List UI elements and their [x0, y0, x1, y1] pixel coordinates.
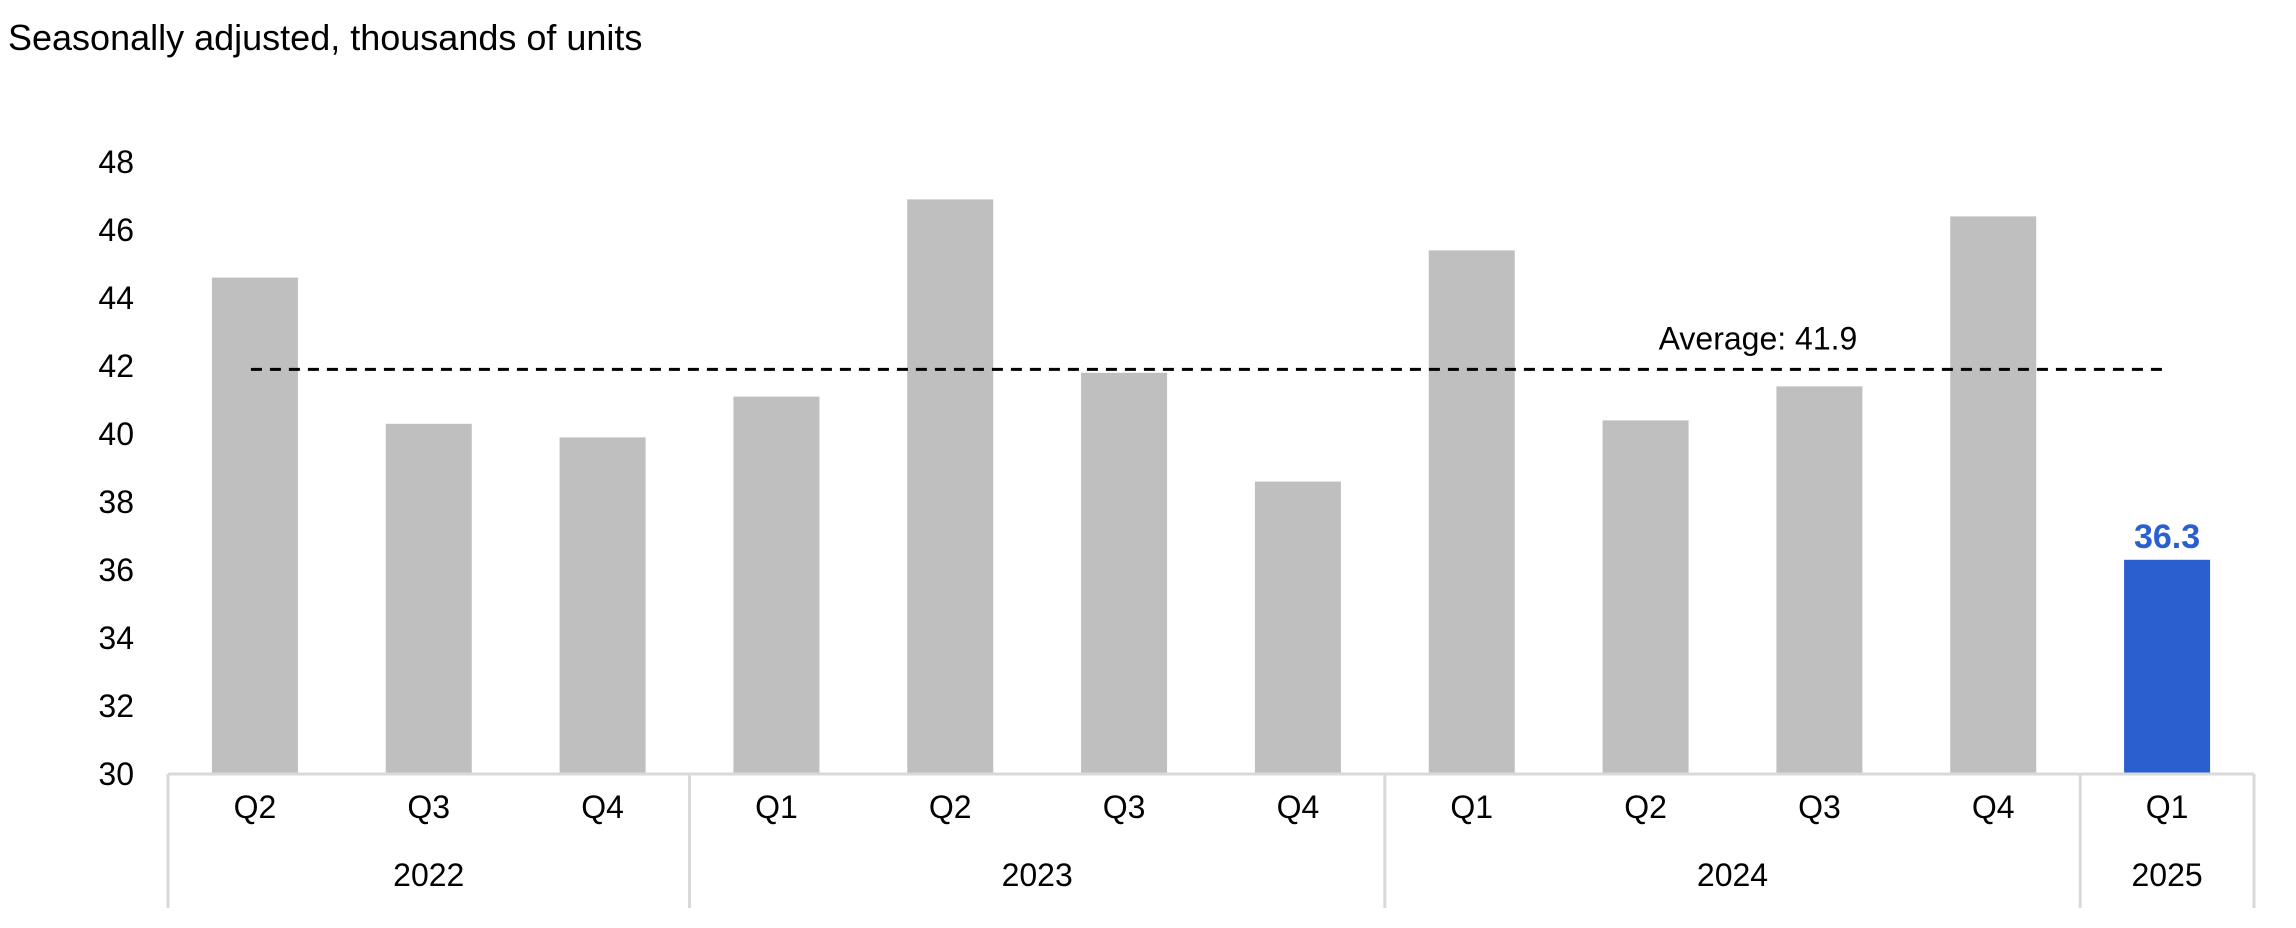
bar	[1254, 481, 1341, 774]
x-tick-label: Q2	[234, 789, 277, 825]
bar	[1602, 420, 1689, 774]
bar	[1950, 216, 2037, 774]
y-tick-label: 40	[98, 416, 134, 452]
average-reference: Average: 41.9	[250, 320, 2168, 371]
y-tick-label: 32	[98, 688, 134, 724]
bar	[1776, 386, 1863, 774]
bar	[1081, 372, 1168, 774]
x-tick-label: Q3	[407, 789, 450, 825]
y-tick-label: 46	[98, 212, 134, 248]
bar	[733, 396, 820, 774]
x-tick-label: Q1	[1450, 789, 1493, 825]
y-axis: 30 32 34 36 38 40 42 44 46 48	[98, 144, 134, 792]
chart-subtitle: Seasonally adjusted, thousands of units	[8, 17, 643, 58]
y-tick-label: 36	[98, 552, 134, 588]
bars: 36.3	[211, 199, 2211, 774]
y-tick-label: 30	[98, 756, 134, 792]
x-tick-label: Q2	[1624, 789, 1667, 825]
year-group-label: 2023	[1002, 857, 1073, 893]
bar	[1428, 250, 1515, 774]
x-tick-label: Q3	[1798, 789, 1841, 825]
average-label: Average: 41.9	[1659, 320, 1858, 356]
y-tick-label: 44	[98, 280, 134, 316]
x-tick-label: Q3	[1103, 789, 1146, 825]
highlight-data-label: 36.3	[2134, 518, 2200, 556]
bar	[211, 277, 298, 774]
x-tick-label: Q2	[929, 789, 972, 825]
x-tick-label: Q4	[1972, 789, 2015, 825]
bar-highlighted	[2124, 559, 2211, 774]
year-group-label: 2025	[2131, 857, 2202, 893]
y-tick-label: 38	[98, 484, 134, 520]
x-axis: Q2 Q3 Q4 Q1 Q2 Q3 Q4 Q1 Q2 Q3 Q4 Q1 2022 2023 2024 2025	[166, 772, 2256, 908]
year-group-label: 2024	[1697, 857, 1768, 893]
bar	[907, 199, 994, 774]
bar	[559, 437, 646, 774]
year-group-label: 2022	[393, 857, 464, 893]
x-tick-label: Q4	[581, 789, 624, 825]
bar	[385, 423, 472, 774]
x-tick-label: Q4	[1277, 789, 1320, 825]
y-tick-label: 34	[98, 620, 134, 656]
y-tick-label: 48	[98, 144, 134, 180]
x-tick-label: Q1	[755, 789, 798, 825]
x-tick-label: Q1	[2146, 789, 2189, 825]
y-tick-label: 42	[98, 348, 134, 384]
